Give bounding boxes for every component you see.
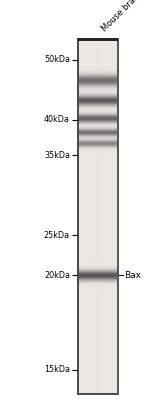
Text: Bax: Bax	[124, 271, 141, 280]
Text: 15kDa: 15kDa	[44, 366, 70, 375]
Text: Mouse brain: Mouse brain	[100, 0, 143, 33]
Text: 50kDa: 50kDa	[44, 55, 70, 64]
Text: 35kDa: 35kDa	[44, 150, 70, 159]
Text: 40kDa: 40kDa	[44, 116, 70, 124]
Text: 25kDa: 25kDa	[44, 230, 70, 240]
Text: 20kDa: 20kDa	[44, 271, 70, 280]
